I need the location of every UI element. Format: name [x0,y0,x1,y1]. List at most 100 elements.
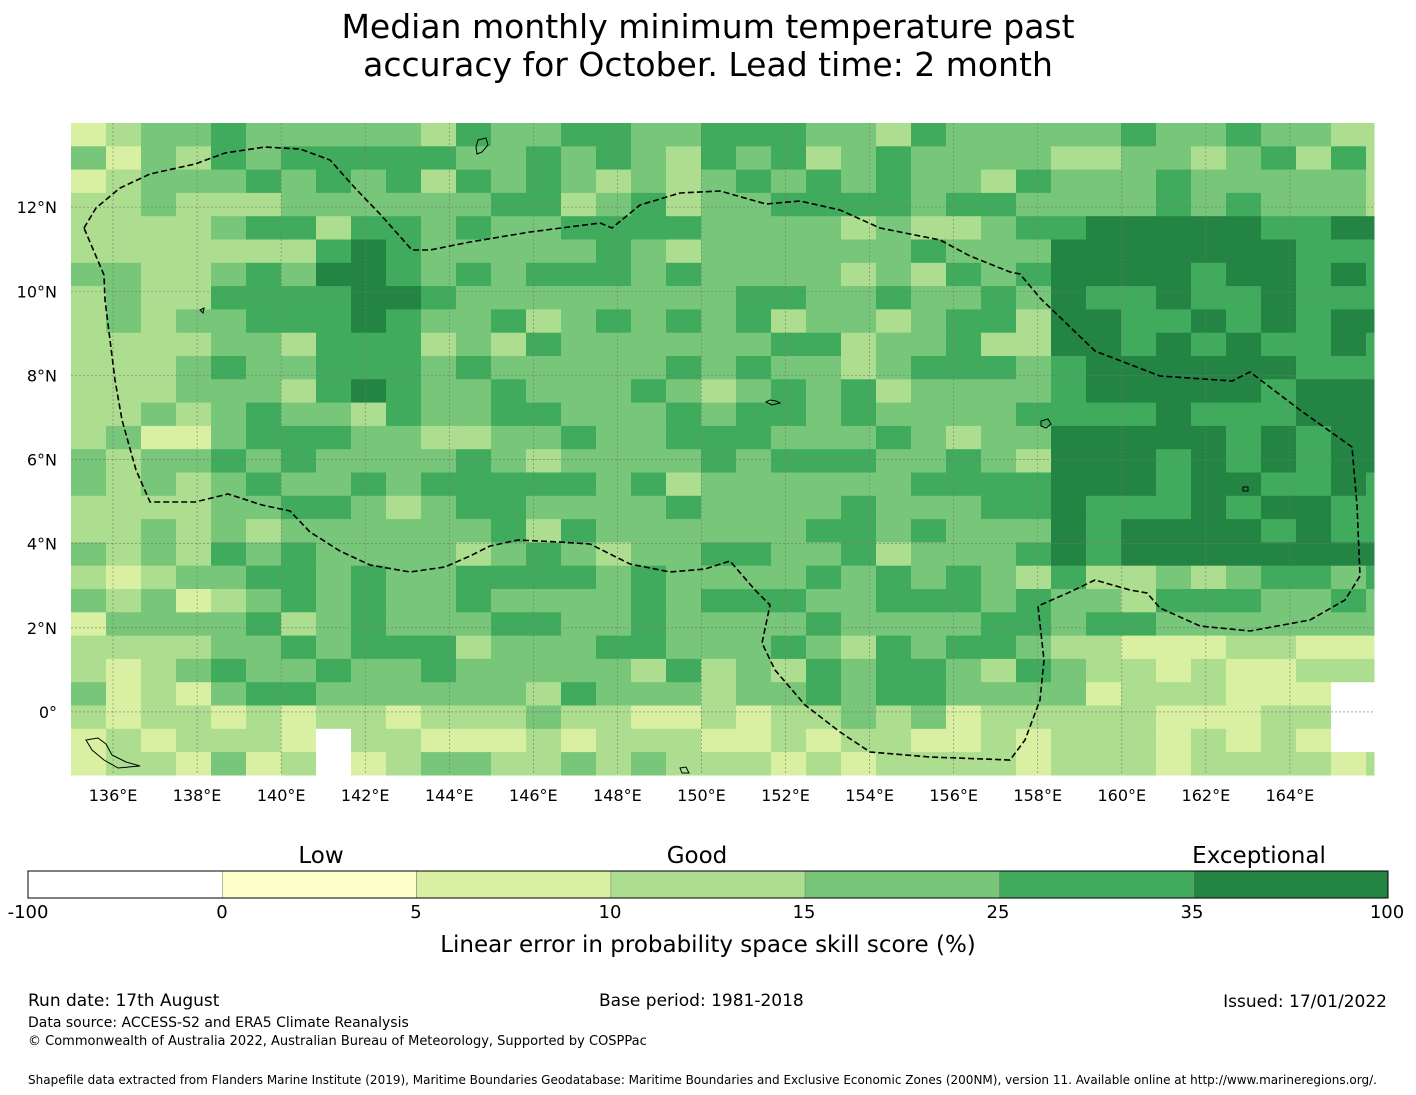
grid-cell [666,495,702,520]
skill-grid [71,123,1375,776]
grid-cell [1051,682,1087,706]
grid-cell [806,752,842,776]
grid-cell [1121,728,1157,753]
grid-cell [701,752,737,776]
grid-cell [141,519,177,543]
grid-cell [246,449,282,473]
grid-cell [71,123,107,147]
grid-cell [141,262,177,287]
grid-cell [946,425,982,450]
grid-cell [526,495,562,520]
grid-cell [1226,379,1262,404]
grid-cell [701,658,737,683]
grid-cell [211,682,247,706]
grid-cell [596,192,632,217]
grid-cell [701,192,737,217]
grid-cell [211,425,247,450]
grid-cell [981,752,1017,776]
grid-cell [841,216,877,240]
grid-cell [421,192,457,217]
grid-cell [421,472,457,497]
grid-cell [1296,658,1332,683]
grid-cell [246,612,282,637]
grid-cell [351,519,387,543]
grid-cell [71,192,107,217]
grid-cell [946,589,982,613]
grid-cell [106,682,142,706]
grid-cell [666,425,702,450]
grid-cell [596,379,632,404]
grid-cell [1296,752,1332,776]
grid-cell [981,449,1017,473]
grid-cell [1156,682,1192,706]
grid-cell [666,356,702,380]
grid-cell [71,495,107,520]
grid-cell [736,635,772,660]
grid-cell [1121,612,1157,637]
grid-cell [876,449,912,473]
grid-cell [1226,169,1262,194]
grid-cell [491,356,527,380]
grid-cell [771,356,807,380]
grid-cell [1121,682,1157,706]
grid-cell [1366,402,1375,427]
grid-cell [841,752,877,776]
grid-cell [71,146,107,171]
grid-cell [71,589,107,613]
grid-cell [1366,495,1375,520]
grid-cell [1331,146,1367,171]
colorbar-segment [999,870,1195,899]
grid-cell [1226,192,1262,217]
grid-cell [386,402,422,427]
grid-cell [1366,425,1375,450]
grid-cell [1121,169,1157,194]
grid-cell [316,169,352,194]
grid-cell [1191,169,1227,194]
grid-cell [911,682,947,706]
grid-cell [246,286,282,310]
grid-cell [771,589,807,613]
grid-cell [771,658,807,683]
grid-cell [561,565,597,590]
grid-cell [806,123,842,147]
grid-cell [631,192,667,217]
grid-cell [1366,309,1375,334]
grid-cell [106,658,142,683]
grid-cell [1016,542,1052,567]
grid-cell [386,216,422,240]
grid-cell [246,519,282,543]
grid-cell [701,216,737,240]
grid-cell [911,519,947,543]
grid-cell [1261,402,1297,427]
grid-cell [1226,262,1262,287]
grid-cell [1156,169,1192,194]
grid-cell [631,519,667,543]
grid-cell [1296,169,1332,194]
grid-cell [141,239,177,264]
grid-cell [71,565,107,590]
grid-cell [141,332,177,357]
lon-tick-label: 136°E [89,786,138,805]
grid-cell [71,542,107,567]
grid-cell [1366,705,1375,730]
grid-cell [351,239,387,264]
grid-cell [1366,216,1375,240]
grid-cell [1191,752,1227,776]
grid-cell [1086,286,1122,310]
grid-cell [211,519,247,543]
grid-cell [281,565,317,590]
grid-cell [1086,449,1122,473]
grid-cell [561,402,597,427]
grid-cell [421,495,457,520]
grid-cell [1086,589,1122,613]
grid-cell [1156,449,1192,473]
grid-cell [1016,635,1052,660]
grid-cell [561,379,597,404]
grid-cell [106,169,142,194]
grid-cell [1261,682,1297,706]
grid-cell [491,728,527,753]
grid-cell [421,402,457,427]
grid-cell [176,262,212,287]
grid-cell [1261,379,1297,404]
grid-cell [526,216,562,240]
